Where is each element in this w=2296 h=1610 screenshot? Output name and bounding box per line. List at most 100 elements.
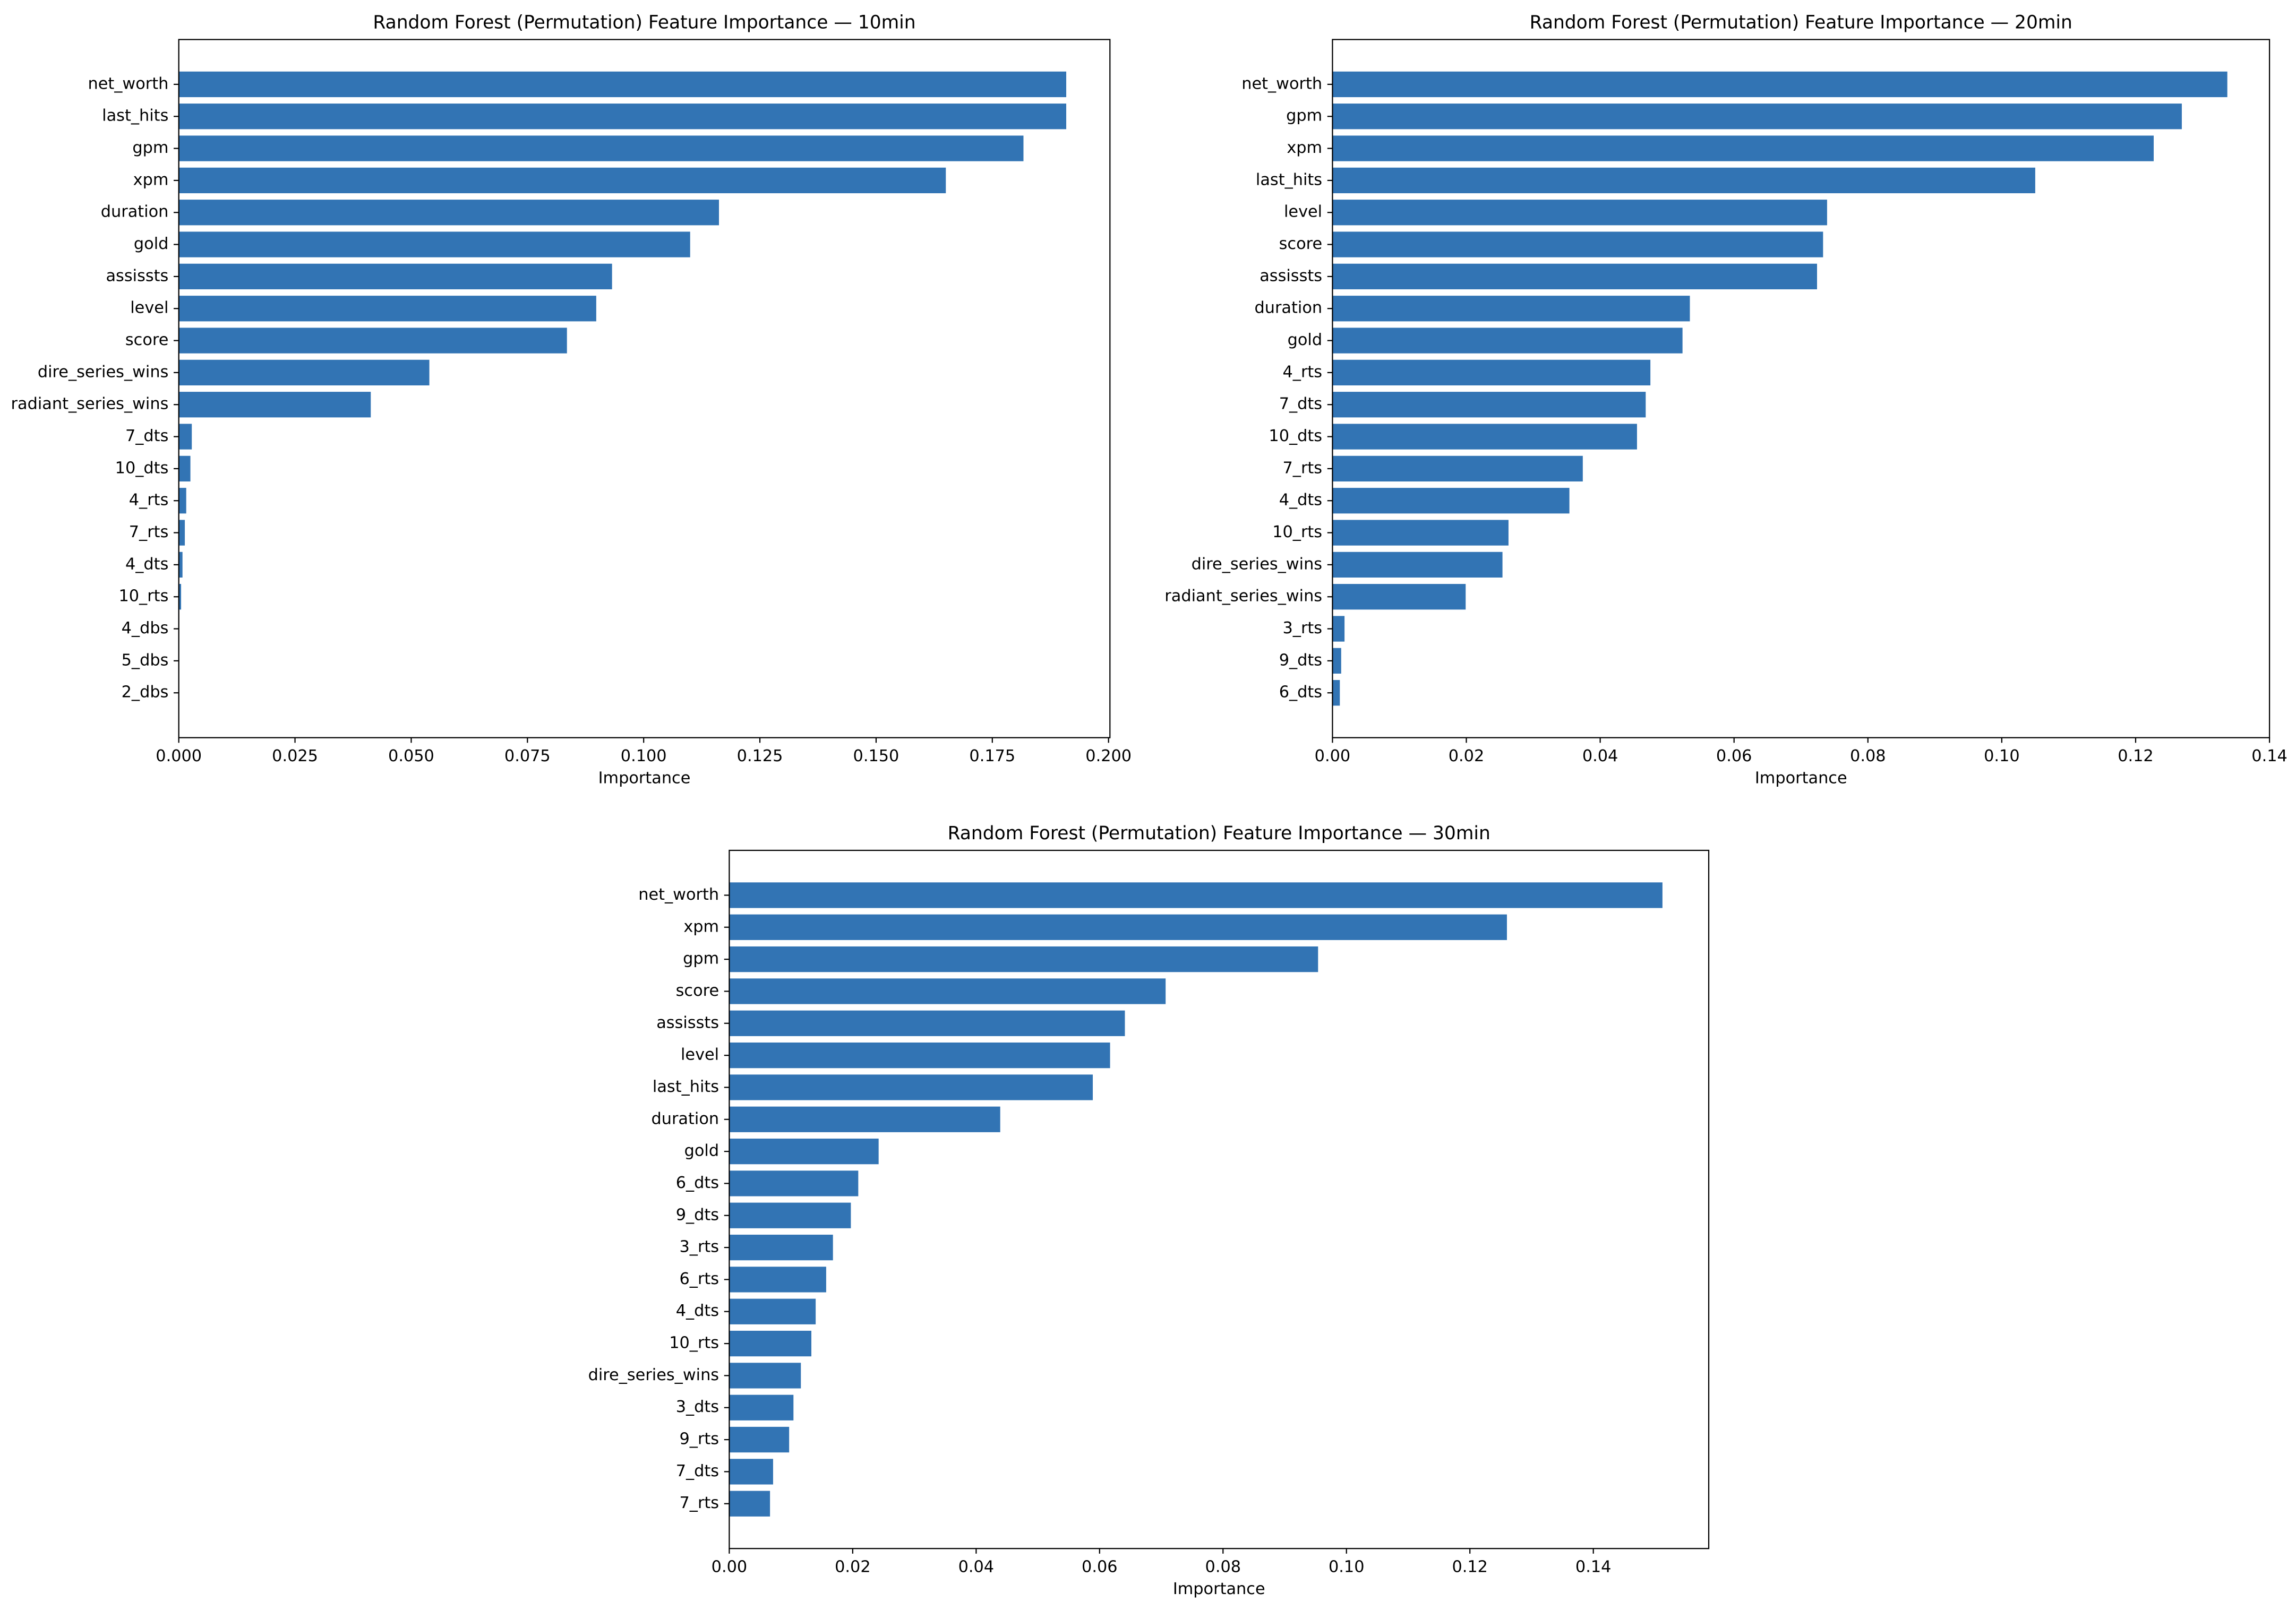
bar xyxy=(729,1042,1110,1069)
y-tick-label: assissts xyxy=(656,1013,719,1032)
x-tick-label: 0.150 xyxy=(853,747,899,765)
x-tick-label: 0.04 xyxy=(1582,747,1618,765)
x-tick-label: 0.06 xyxy=(1082,1558,1118,1577)
bar xyxy=(178,584,182,610)
bar xyxy=(178,263,612,290)
y-tick-label: 4_rts xyxy=(129,491,169,510)
y-tick-label: 3_rts xyxy=(679,1238,719,1256)
bar xyxy=(178,135,1024,161)
bar xyxy=(729,1202,851,1228)
bar xyxy=(1332,296,1690,322)
bar xyxy=(729,946,1318,972)
bar xyxy=(178,520,185,546)
bar xyxy=(1332,455,1583,482)
plot-frame xyxy=(729,849,1710,1549)
y-tick-label: 6_rts xyxy=(679,1270,719,1288)
y-tick-label: net_worth xyxy=(88,74,168,93)
y-tick-label: 10_rts xyxy=(118,587,168,606)
y-tick-label: 9_dts xyxy=(1279,651,1322,669)
plot-frame xyxy=(178,39,1111,738)
y-tick-label: score xyxy=(1279,235,1323,253)
x-tick-label: 0.02 xyxy=(1449,747,1485,765)
y-tick-label: radiant_series_wins xyxy=(11,395,169,414)
bar xyxy=(729,1459,773,1485)
y-tick-label: gpm xyxy=(1286,107,1322,125)
bar xyxy=(1332,616,1345,642)
y-tick-label: assissts xyxy=(106,266,168,285)
y-tick-label: 4_dbs xyxy=(122,619,169,638)
x-tick-label: 0.04 xyxy=(958,1558,995,1577)
bar xyxy=(1332,424,1637,450)
bar xyxy=(178,424,192,450)
y-tick-label: 6_dts xyxy=(1279,683,1322,702)
bar xyxy=(729,1426,790,1453)
y-tick-label: 7_rts xyxy=(1282,459,1322,477)
y-tick-label: 4_dts xyxy=(676,1302,719,1320)
bar xyxy=(729,1298,816,1324)
y-tick-label: 3_dts xyxy=(676,1398,719,1416)
x-axis-label: Importance xyxy=(1173,1580,1265,1598)
y-tick-label: net_worth xyxy=(1241,74,1322,93)
y-tick-label: dire_series_wins xyxy=(1192,555,1323,573)
y-tick-label: 9_rts xyxy=(679,1430,719,1449)
bar xyxy=(729,978,1166,1004)
bar xyxy=(729,1106,1000,1132)
bar xyxy=(729,1010,1125,1036)
y-tick-label: duration xyxy=(101,203,169,221)
y-tick-label: gpm xyxy=(683,950,719,968)
x-tick-label: 0.025 xyxy=(272,747,318,765)
y-tick-label: 7_dts xyxy=(1279,395,1322,414)
y-tick-label: 7_dts xyxy=(676,1462,719,1480)
bar xyxy=(729,1234,833,1261)
x-tick-label: 0.125 xyxy=(737,747,783,765)
x-tick-label: 0.00 xyxy=(712,1558,748,1577)
chart-title: Random Forest (Permutation) Feature Impo… xyxy=(948,823,1490,844)
y-tick-label: xpm xyxy=(133,170,169,189)
y-tick-label: dire_series_wins xyxy=(588,1366,719,1384)
y-tick-label: score xyxy=(125,331,169,349)
y-tick-label: 10_rts xyxy=(1272,523,1322,541)
x-tick-label: 0.200 xyxy=(1085,747,1132,765)
bar xyxy=(1332,520,1509,546)
bar xyxy=(178,455,191,482)
bar xyxy=(178,552,183,578)
y-tick-label: duration xyxy=(1254,299,1322,317)
bar xyxy=(178,231,690,257)
bar xyxy=(178,167,946,194)
x-tick-label: 0.10 xyxy=(1984,747,2020,765)
bar xyxy=(1332,135,2154,161)
y-tick-label: 4_dts xyxy=(125,555,168,573)
y-tick-label: 5_dbs xyxy=(122,651,169,669)
y-tick-label: 10_dts xyxy=(115,459,169,477)
y-tick-label: level xyxy=(681,1046,719,1064)
bar xyxy=(1332,680,1340,706)
y-tick-label: gold xyxy=(134,235,168,253)
x-tick-label: 0.00 xyxy=(1315,747,1351,765)
bar xyxy=(178,104,1067,130)
bar xyxy=(1332,584,1466,610)
y-tick-label: 10_dts xyxy=(1269,427,1322,445)
x-tick-label: 0.08 xyxy=(1205,1558,1241,1577)
y-tick-label: assissts xyxy=(1260,266,1322,285)
bar xyxy=(178,488,186,514)
y-tick-label: last_hits xyxy=(102,107,168,125)
bar xyxy=(729,1267,826,1293)
bar xyxy=(1332,488,1570,514)
y-tick-label: last_hits xyxy=(653,1078,719,1096)
x-tick-label: 0.14 xyxy=(2251,747,2288,765)
y-tick-label: 9_dts xyxy=(676,1206,719,1224)
bar xyxy=(178,296,596,322)
bar xyxy=(1332,328,1683,354)
x-tick-label: 0.050 xyxy=(388,747,434,765)
y-tick-label: net_worth xyxy=(638,885,719,904)
x-axis-label: Importance xyxy=(1755,769,1847,787)
bar xyxy=(729,1074,1093,1100)
plot-frame xyxy=(1332,39,2271,738)
y-tick-label: dire_series_wins xyxy=(38,363,169,381)
x-tick-label: 0.12 xyxy=(2118,747,2154,765)
x-tick-label: 0.12 xyxy=(1452,1558,1488,1577)
y-tick-label: gpm xyxy=(132,139,168,157)
y-tick-label: 4_rts xyxy=(1282,363,1322,381)
x-tick-label: 0.02 xyxy=(835,1558,871,1577)
bar xyxy=(178,71,1067,98)
